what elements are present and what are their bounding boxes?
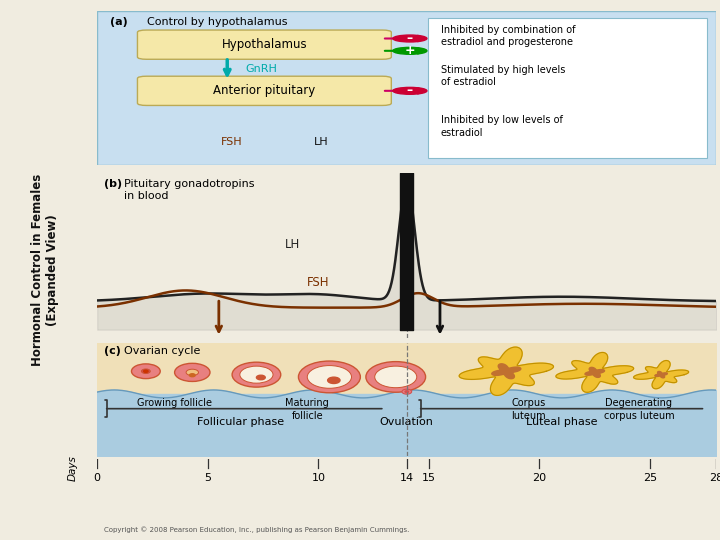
Text: 15: 15 bbox=[422, 473, 436, 483]
Text: Hypothalamus: Hypothalamus bbox=[222, 38, 307, 51]
Circle shape bbox=[240, 366, 273, 383]
Text: FSH: FSH bbox=[221, 137, 243, 147]
Text: 28: 28 bbox=[709, 473, 720, 483]
Text: Ovarian cycle: Ovarian cycle bbox=[124, 346, 200, 356]
Text: Degenerating
corpus luteum: Degenerating corpus luteum bbox=[603, 399, 675, 421]
Text: –: – bbox=[407, 84, 413, 97]
Text: Control by hypothalamus: Control by hypothalamus bbox=[147, 17, 287, 27]
Text: Inhibited by low levels of
estradiol: Inhibited by low levels of estradiol bbox=[441, 116, 563, 138]
Text: Anterior pituitary: Anterior pituitary bbox=[213, 84, 315, 97]
Circle shape bbox=[144, 370, 148, 373]
Ellipse shape bbox=[393, 48, 427, 55]
Text: Stimulated by high levels
of estradiol: Stimulated by high levels of estradiol bbox=[441, 65, 565, 87]
Polygon shape bbox=[634, 361, 688, 389]
Circle shape bbox=[374, 366, 417, 388]
Text: LH: LH bbox=[285, 238, 300, 251]
Text: Pituitary gonadotropins
in blood: Pituitary gonadotropins in blood bbox=[124, 179, 254, 201]
Text: Growing follicle: Growing follicle bbox=[137, 399, 212, 408]
Text: Inhibited by combination of
estradiol and progesterone: Inhibited by combination of estradiol an… bbox=[441, 25, 575, 48]
FancyBboxPatch shape bbox=[428, 18, 707, 158]
Circle shape bbox=[405, 391, 408, 393]
Text: LH: LH bbox=[314, 137, 328, 147]
Text: 5: 5 bbox=[204, 473, 211, 483]
FancyBboxPatch shape bbox=[138, 30, 392, 59]
Polygon shape bbox=[459, 347, 554, 395]
Text: Follicular phase: Follicular phase bbox=[197, 417, 284, 427]
Text: GnRH: GnRH bbox=[246, 64, 278, 75]
Text: Days: Days bbox=[67, 455, 77, 481]
Text: 20: 20 bbox=[532, 473, 546, 483]
Text: (c): (c) bbox=[104, 346, 121, 356]
Text: (b): (b) bbox=[104, 179, 122, 189]
Circle shape bbox=[132, 364, 161, 379]
Text: 10: 10 bbox=[311, 473, 325, 483]
Text: LH surge triggers
ovulation: LH surge triggers ovulation bbox=[418, 369, 508, 392]
Ellipse shape bbox=[393, 35, 427, 42]
Text: Ovulation: Ovulation bbox=[380, 417, 433, 427]
Polygon shape bbox=[585, 367, 605, 377]
Polygon shape bbox=[655, 372, 667, 378]
Text: Hormonal Control in Females
(Expanded View): Hormonal Control in Females (Expanded Vi… bbox=[31, 174, 58, 366]
Circle shape bbox=[307, 366, 351, 388]
Text: +: + bbox=[405, 44, 415, 57]
Circle shape bbox=[299, 361, 360, 393]
Text: Corpus
luteum: Corpus luteum bbox=[511, 399, 546, 421]
Circle shape bbox=[232, 362, 281, 387]
Text: FSH and LH stimulate
follicle to grow: FSH and LH stimulate follicle to grow bbox=[137, 369, 249, 392]
Circle shape bbox=[174, 363, 210, 381]
Circle shape bbox=[328, 377, 340, 383]
Circle shape bbox=[189, 374, 195, 377]
Text: Maturing
follicle: Maturing follicle bbox=[285, 399, 329, 421]
Text: Luteal phase: Luteal phase bbox=[526, 417, 598, 427]
Circle shape bbox=[186, 369, 199, 375]
Ellipse shape bbox=[393, 87, 427, 94]
FancyBboxPatch shape bbox=[97, 11, 716, 165]
Text: –: – bbox=[407, 32, 413, 45]
Text: 25: 25 bbox=[643, 473, 657, 483]
Text: 14: 14 bbox=[400, 473, 414, 483]
Polygon shape bbox=[492, 364, 521, 379]
Text: 0: 0 bbox=[94, 473, 101, 483]
Circle shape bbox=[256, 375, 265, 380]
Text: Copyright © 2008 Pearson Education, Inc., publishing as Pearson Benjamin Cumming: Copyright © 2008 Pearson Education, Inc.… bbox=[104, 526, 410, 533]
Text: (a): (a) bbox=[109, 17, 127, 27]
Polygon shape bbox=[556, 353, 634, 393]
FancyBboxPatch shape bbox=[138, 76, 392, 105]
Circle shape bbox=[402, 389, 412, 394]
Text: FSH: FSH bbox=[307, 276, 330, 289]
Circle shape bbox=[366, 362, 426, 392]
Circle shape bbox=[141, 369, 150, 374]
